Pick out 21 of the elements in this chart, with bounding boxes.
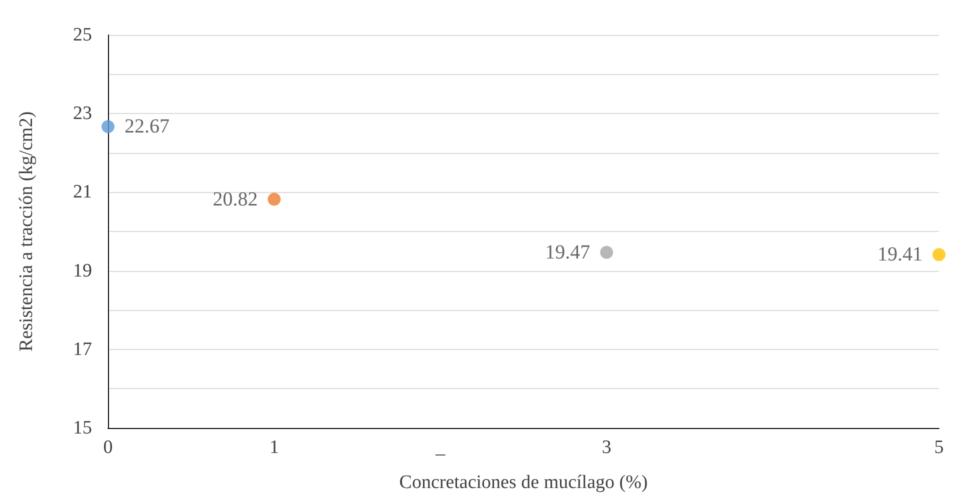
x-axis-title: Concretaciones de mucílago (%) <box>399 472 648 493</box>
x-tick-label: _ <box>434 437 446 458</box>
x-tick-label: 1 <box>269 437 279 458</box>
y-tick-label: 25 <box>73 24 92 46</box>
point <box>600 246 614 259</box>
point <box>102 120 114 134</box>
data-label: 19.41 <box>878 244 922 266</box>
y-tick-label: 19 <box>73 260 92 282</box>
y-tick-label: 17 <box>73 338 92 360</box>
point <box>932 248 946 262</box>
point <box>268 192 281 206</box>
data-label: 20.82 <box>212 188 258 210</box>
y-tick-label: 21 <box>73 182 92 203</box>
x-tick-label: 5 <box>934 437 944 458</box>
data-label: 19.47 <box>545 241 590 264</box>
x-tick-label: 3 <box>602 437 612 458</box>
y-axis-title: Resistencia a tracción (kg/cm2) <box>16 111 37 352</box>
x-tick-label: 0 <box>103 437 113 458</box>
data-label: 22.67 <box>124 116 170 138</box>
y-tick-label: 23 <box>73 103 92 124</box>
y-tick-label: 15 <box>73 418 92 438</box>
